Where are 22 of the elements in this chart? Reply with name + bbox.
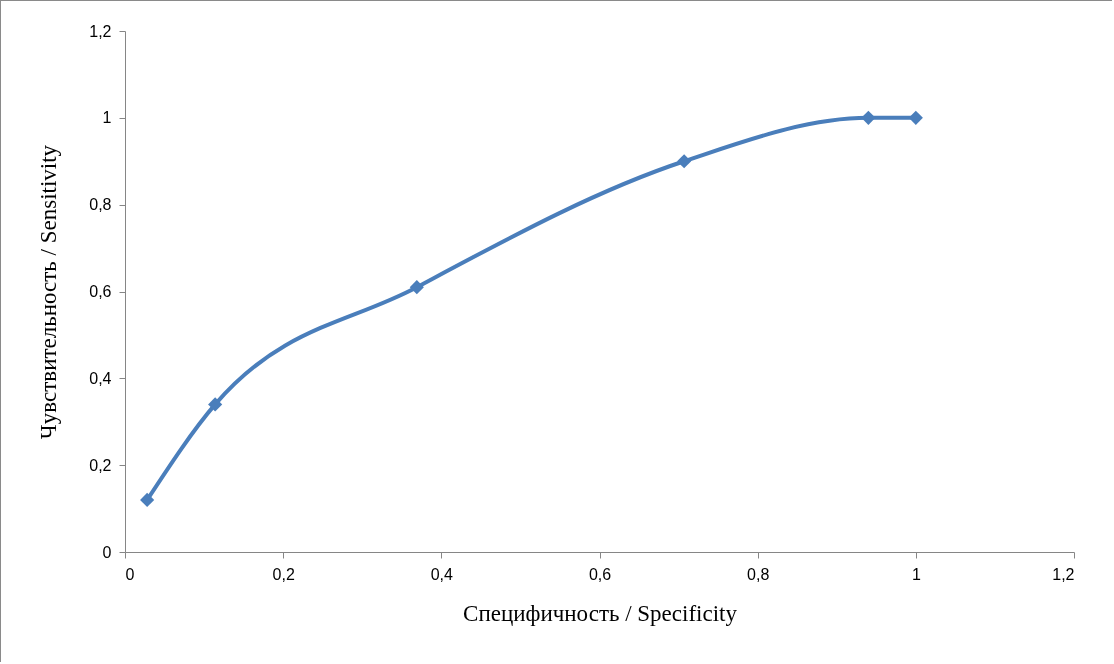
y-axis-title: Чувствительность / Sensitivity <box>36 144 62 440</box>
y-tick-label: 0,6 <box>89 283 112 300</box>
y-tick-label: 0,4 <box>89 369 112 387</box>
y-tick-label: 0,2 <box>89 456 112 474</box>
x-tick-label: 1 <box>911 565 921 583</box>
x-axis-title: Специфичность / Specificity <box>463 600 738 626</box>
x-tick-label: 0,4 <box>430 565 454 583</box>
point <box>861 110 876 125</box>
point <box>409 280 424 295</box>
point <box>677 154 692 169</box>
y-tick-label: 0 <box>102 543 112 561</box>
x-tick-label: 0,2 <box>272 565 295 583</box>
x-tick-label: 1,2 <box>1052 565 1075 583</box>
x-tick-label: 0 <box>125 565 135 583</box>
x-tick-label: 0,6 <box>588 565 612 583</box>
y-tick-label: 1 <box>102 109 112 127</box>
y-tick-label: 0,8 <box>89 196 112 214</box>
point <box>208 397 223 412</box>
point <box>140 492 155 507</box>
point <box>908 110 923 125</box>
y-tick-label: 1,2 <box>89 22 112 40</box>
x-tick-label: 0,8 <box>747 565 770 583</box>
